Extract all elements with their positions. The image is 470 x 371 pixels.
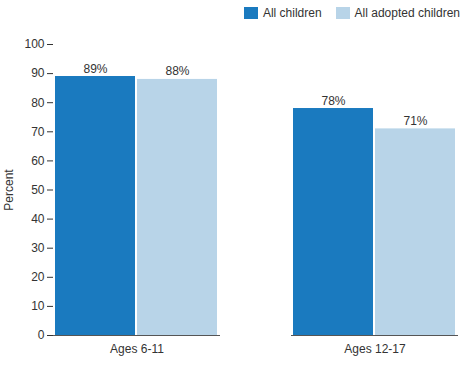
svg-text:Percent: Percent xyxy=(2,169,16,211)
svg-text:10: 10 xyxy=(31,299,45,313)
svg-text:71%: 71% xyxy=(403,114,427,128)
svg-text:40: 40 xyxy=(31,212,45,226)
svg-text:89%: 89% xyxy=(83,62,107,76)
svg-text:30: 30 xyxy=(31,241,45,255)
svg-text:0: 0 xyxy=(38,328,45,342)
html-text:All children: All children xyxy=(262,6,322,20)
svg-text:70: 70 xyxy=(31,125,45,139)
svg-text:20: 20 xyxy=(31,270,45,284)
svg-text:88%: 88% xyxy=(165,64,189,78)
svg-text:100: 100 xyxy=(24,37,44,51)
svg-text:80: 80 xyxy=(31,96,45,110)
svg-text:90: 90 xyxy=(31,66,45,80)
html-text:All adopted children: All adopted children xyxy=(354,6,460,20)
svg-text:50: 50 xyxy=(31,183,45,197)
svg-text:Ages 12-17: Ages 12-17 xyxy=(344,342,406,356)
svg-text:60: 60 xyxy=(31,154,45,168)
svg-text:78%: 78% xyxy=(321,94,345,108)
svg-text:Ages 6-11: Ages 6-11 xyxy=(110,342,164,356)
